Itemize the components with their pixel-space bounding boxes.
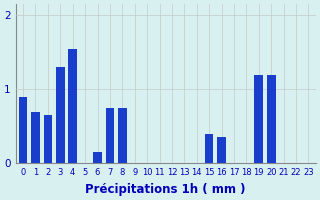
Bar <box>205 134 213 163</box>
Bar <box>19 97 28 163</box>
Bar <box>267 75 276 163</box>
Bar <box>106 108 114 163</box>
Bar <box>44 115 52 163</box>
Bar <box>93 152 102 163</box>
Bar <box>118 108 127 163</box>
Bar <box>56 67 65 163</box>
Bar <box>68 49 77 163</box>
X-axis label: Précipitations 1h ( mm ): Précipitations 1h ( mm ) <box>85 183 246 196</box>
Bar <box>217 137 226 163</box>
Bar <box>254 75 263 163</box>
Bar <box>31 112 40 163</box>
